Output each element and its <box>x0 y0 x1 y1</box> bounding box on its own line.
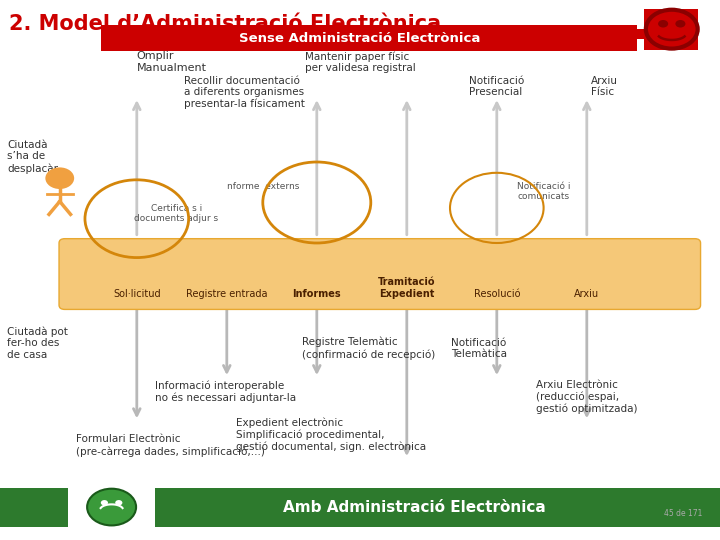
Text: Omplir
Manualment: Omplir Manualment <box>137 51 207 73</box>
Text: Recollir documentació
a diferents organismes
presentar-la físicament: Recollir documentació a diferents organi… <box>184 76 305 110</box>
Text: Notificació
Telemàtica: Notificació Telemàtica <box>451 338 507 359</box>
Text: 2. Model d’Administració Electrònica: 2. Model d’Administració Electrònica <box>9 14 441 35</box>
Bar <box>101 25 637 51</box>
Text: Ciutadà pot
fer-ho des
de casa: Ciutadà pot fer-ho des de casa <box>7 326 68 360</box>
Bar <box>68 488 155 526</box>
Bar <box>616 29 644 39</box>
Text: Sol·licitud: Sol·licitud <box>113 288 161 299</box>
Text: Resolució: Resolució <box>474 288 520 299</box>
Circle shape <box>675 20 685 28</box>
Text: Formulari Electrònic
(pre-càrrega dades, simplificació,...): Formulari Electrònic (pre-càrrega dades,… <box>76 434 264 457</box>
Circle shape <box>45 167 74 189</box>
Text: nforme  externs: nforme externs <box>227 182 299 191</box>
Bar <box>644 9 698 50</box>
Text: Registre entrada: Registre entrada <box>186 288 268 299</box>
Bar <box>0 488 720 526</box>
Text: Mantenir paper físic
per validesa registral: Mantenir paper físic per validesa regist… <box>305 51 415 73</box>
FancyBboxPatch shape <box>59 239 701 309</box>
Text: Registre Telemàtic
(confirmació de recepció): Registre Telemàtic (confirmació de recep… <box>302 337 436 360</box>
Circle shape <box>87 489 136 525</box>
Text: Sense Administració Electrònica: Sense Administració Electrònica <box>239 32 481 45</box>
Text: Arxiu Electrònic
(reducció espai,
gestió optimitzada): Arxiu Electrònic (reducció espai, gestió… <box>536 380 637 414</box>
Text: Tramitació
Expedient: Tramitació Expedient <box>378 277 436 299</box>
Text: Ciutadà
s’ha de
desplacàr: Ciutadà s’ha de desplacàr <box>7 140 58 173</box>
Circle shape <box>115 500 122 505</box>
Text: Informació interoperable
no és necessari adjuntar-la: Informació interoperable no és necessari… <box>155 380 296 403</box>
Text: Arxiu
Físic: Arxiu Físic <box>591 76 618 97</box>
Text: Amb Administració Electrònica: Amb Administració Electrònica <box>283 500 545 515</box>
Text: 45 de 171: 45 de 171 <box>664 509 702 517</box>
Text: Expedient electrònic
Simplificació procedimental,
gestió documental, sign. elect: Expedient electrònic Simplificació proce… <box>236 417 426 452</box>
Circle shape <box>658 20 668 28</box>
Text: Notificació i
comunicats: Notificació i comunicats <box>517 182 570 201</box>
Text: Notificació
Presencial: Notificació Presencial <box>469 76 524 97</box>
Circle shape <box>101 500 108 505</box>
Text: Certifica s i
documents adjur s: Certifica s i documents adjur s <box>135 204 218 223</box>
Text: Arxiu: Arxiu <box>575 288 599 299</box>
Text: Informes: Informes <box>292 288 341 299</box>
